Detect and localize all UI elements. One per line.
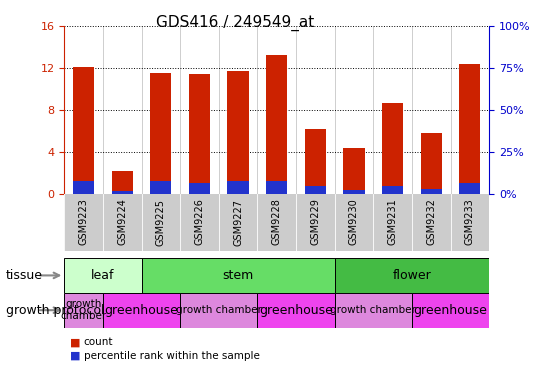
Text: greenhouse: greenhouse	[105, 304, 178, 317]
Bar	[266, 180, 287, 194]
Bar	[266, 55, 287, 194]
Text: GSM9233: GSM9233	[465, 198, 475, 245]
Text: GDS416 / 249549_at: GDS416 / 249549_at	[155, 15, 314, 31]
Bar	[141, 258, 335, 293]
Text: flower: flower	[392, 269, 431, 282]
Bar	[459, 183, 480, 194]
Text: GSM9229: GSM9229	[310, 198, 320, 245]
Text: GSM9230: GSM9230	[349, 198, 359, 245]
Bar	[228, 71, 249, 194]
Bar	[73, 67, 94, 194]
Text: GSM9227: GSM9227	[233, 198, 243, 246]
Bar	[64, 258, 141, 293]
Text: GSM9228: GSM9228	[272, 198, 282, 245]
Bar	[335, 258, 489, 293]
Bar	[305, 129, 326, 194]
Bar	[189, 74, 210, 194]
Bar	[420, 189, 442, 194]
Bar	[150, 180, 172, 194]
Text: ■: ■	[70, 337, 80, 347]
Bar	[305, 186, 326, 194]
Text: growth chamber: growth chamber	[330, 305, 416, 315]
Text: greenhouse: greenhouse	[414, 304, 487, 317]
Bar	[412, 293, 489, 328]
Text: tissue: tissue	[6, 269, 42, 282]
Bar	[382, 104, 403, 194]
Bar	[343, 148, 364, 194]
Bar	[459, 64, 480, 194]
Bar	[64, 293, 103, 328]
Bar	[112, 191, 133, 194]
Text: GSM9231: GSM9231	[387, 198, 397, 245]
Bar	[150, 73, 172, 194]
Text: stem: stem	[222, 269, 254, 282]
Text: growth protocol: growth protocol	[6, 304, 104, 317]
Text: GSM9225: GSM9225	[156, 198, 166, 246]
Text: GSM9232: GSM9232	[426, 198, 436, 245]
Bar	[335, 293, 412, 328]
Text: GSM9226: GSM9226	[195, 198, 205, 245]
Bar	[228, 180, 249, 194]
Bar	[420, 133, 442, 194]
Bar	[257, 293, 335, 328]
Text: percentile rank within the sample: percentile rank within the sample	[84, 351, 260, 361]
Text: count: count	[84, 337, 113, 347]
Text: ■: ■	[70, 351, 80, 361]
Text: GSM9224: GSM9224	[117, 198, 127, 245]
Text: greenhouse: greenhouse	[259, 304, 333, 317]
Bar	[112, 171, 133, 194]
Bar	[343, 190, 364, 194]
Text: leaf: leaf	[91, 269, 115, 282]
Text: growth
chamber: growth chamber	[60, 299, 107, 321]
Bar	[382, 186, 403, 194]
Bar	[73, 180, 94, 194]
Bar	[180, 293, 257, 328]
Text: GSM9223: GSM9223	[79, 198, 88, 245]
Text: growth chamber: growth chamber	[176, 305, 262, 315]
Bar	[103, 293, 180, 328]
Bar	[189, 183, 210, 194]
